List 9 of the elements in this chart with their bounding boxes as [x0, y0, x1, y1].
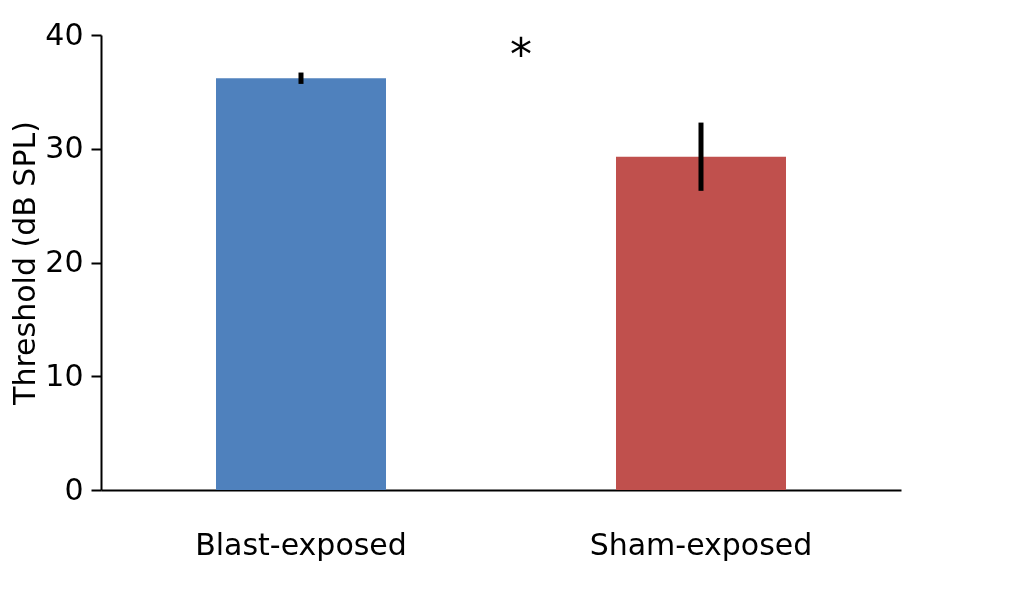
y-tick-label: 10 — [45, 357, 84, 393]
y-tick-label: 30 — [45, 130, 84, 166]
x-tick-label: Sham-exposed — [589, 526, 813, 562]
y-axis-title: Threshold (dB SPL) — [7, 121, 43, 406]
annotation: * — [510, 29, 532, 80]
x-tick-label: Blast-exposed — [195, 526, 407, 562]
y-tick-label: 0 — [64, 471, 84, 507]
y-tick-label: 40 — [45, 16, 84, 52]
y-tick-label: 20 — [45, 244, 84, 279]
